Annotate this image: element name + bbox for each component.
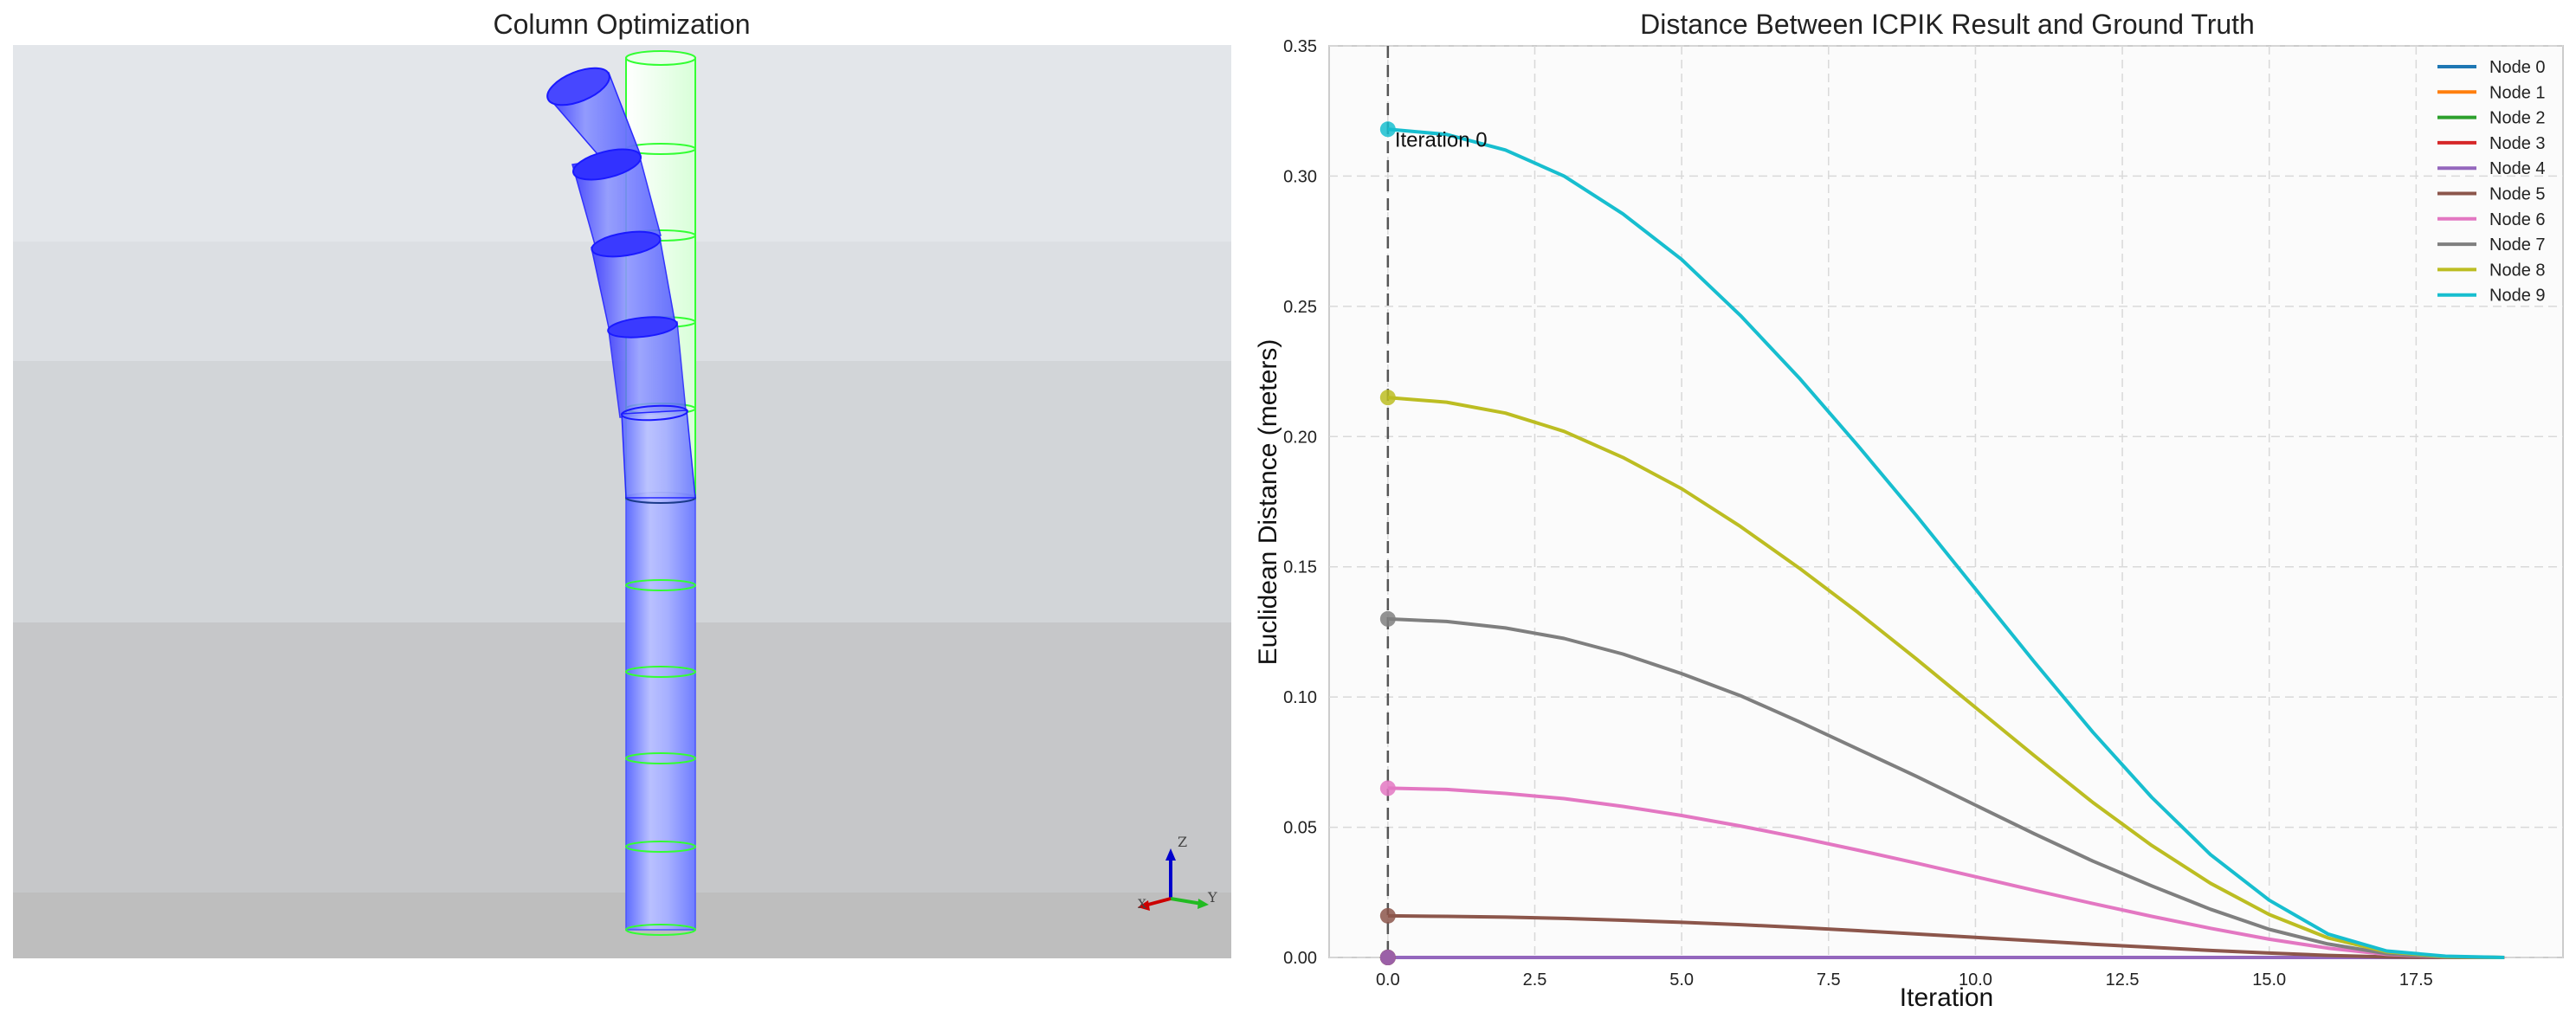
optimized-column-bent xyxy=(546,67,696,499)
x-tick-label: 2.5 xyxy=(1523,970,1547,990)
series-lines xyxy=(1387,127,2505,959)
plot-area xyxy=(1328,45,2564,958)
legend-label: Node 8 xyxy=(2489,261,2546,280)
axis-x-label: X xyxy=(1138,898,1146,912)
orientation-axes: Z Y X xyxy=(1138,834,1217,912)
y-tick-label: 0.20 xyxy=(1283,428,1317,447)
y-tick-label: 0.35 xyxy=(1283,37,1317,56)
left-panel-title: Column Optimization xyxy=(494,9,751,40)
legend-label: Node 2 xyxy=(2489,109,2546,128)
y-tick-label: 0.30 xyxy=(1283,167,1317,186)
x-tick-label: 10.0 xyxy=(1959,970,1992,990)
series-marker xyxy=(1379,780,1396,796)
legend-label: Node 1 xyxy=(2489,83,2546,102)
legend-label: Node 3 xyxy=(2489,134,2546,153)
x-tick-label: 12.5 xyxy=(2106,970,2140,990)
x-tick-labels: 0.0 2.5 5.0 7.5 10.0 12.5 15.0 17.5 xyxy=(1376,970,2433,990)
series-line xyxy=(1387,786,2505,959)
legend-label: Node 0 xyxy=(2489,58,2546,77)
viewport-background xyxy=(13,45,1231,958)
legend-label: Node 4 xyxy=(2489,159,2546,178)
y-tick-label: 0.00 xyxy=(1283,949,1317,968)
legend-label: Node 7 xyxy=(2489,235,2546,255)
series-line xyxy=(1387,913,2505,959)
series-marker xyxy=(1379,950,1396,965)
legend: Node 0 Node 1 Node 2 Node 3 Node 4 Node 5 Node… xyxy=(2437,58,2546,306)
iteration-markers xyxy=(1379,121,1396,965)
y-tick-label: 0.10 xyxy=(1283,688,1317,707)
series-marker xyxy=(1379,390,1396,406)
series-line xyxy=(1387,396,2505,959)
y-tick-labels: 0.00 0.05 0.10 0.15 0.20 0.25 0.30 0.35 xyxy=(1283,37,1317,968)
x-tick-label: 17.5 xyxy=(2399,970,2433,990)
legend-label: Node 9 xyxy=(2489,287,2546,306)
y-axis-label: Euclidean Distance (meters) xyxy=(1254,339,1282,666)
x-tick-label: 7.5 xyxy=(1817,970,1841,990)
series-marker xyxy=(1379,907,1396,924)
legend-label: Node 5 xyxy=(2489,185,2546,204)
series-line xyxy=(1387,127,2505,959)
column-optimization-panel: Column Optimization xyxy=(13,9,1231,958)
axis-z-label: Z xyxy=(1178,834,1187,850)
series-marker xyxy=(1379,610,1396,627)
axis-y-label: Y xyxy=(1207,889,1217,906)
legend-label: Node 6 xyxy=(2489,210,2546,229)
series-marker xyxy=(1379,121,1396,138)
optimized-column-lower xyxy=(625,492,696,936)
chart-title: Distance Between ICPIK Result and Ground… xyxy=(1640,9,2255,40)
series-line xyxy=(1387,616,2505,959)
distance-chart-panel: Distance Between ICPIK Result and Ground… xyxy=(1254,9,2564,1012)
y-tick-label: 0.05 xyxy=(1283,819,1317,838)
iteration-annotation: Iteration 0 xyxy=(1395,128,1488,151)
x-tick-label: 0.0 xyxy=(1376,970,1400,990)
x-axis-label: Iteration xyxy=(1900,983,1993,1012)
y-tick-label: 0.25 xyxy=(1283,298,1317,317)
y-tick-label: 0.15 xyxy=(1283,558,1317,577)
x-tick-label: 15.0 xyxy=(2252,970,2286,990)
x-tick-label: 5.0 xyxy=(1669,970,1694,990)
